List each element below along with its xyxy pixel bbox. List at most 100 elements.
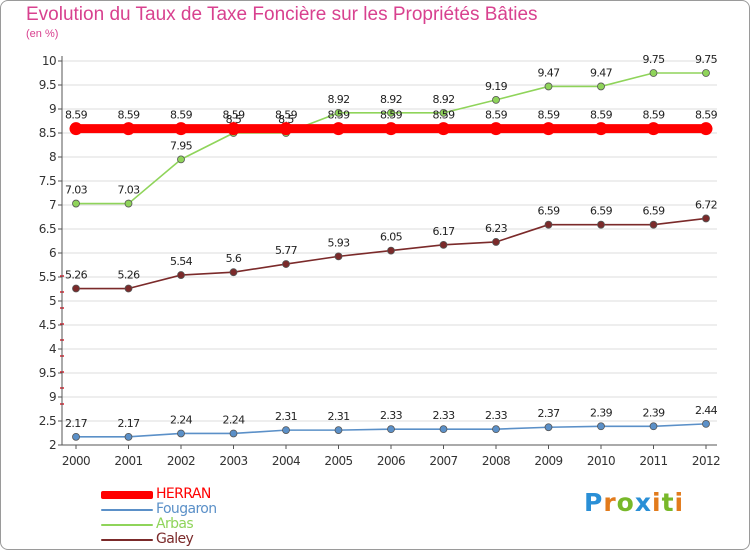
data-point-arbas: [544, 82, 553, 91]
y-tick-label: 6: [49, 246, 56, 260]
data-label-galey: 5.26: [65, 269, 88, 282]
logo-letter: i: [674, 488, 685, 517]
data-point-arbas: [439, 108, 448, 117]
x-tick-label: 2008: [482, 454, 510, 468]
x-tick-label: 2009: [534, 454, 562, 468]
data-label-fougaron: 2.31: [327, 410, 349, 423]
data-label-arbas: 9.47: [537, 66, 560, 79]
x-tick-label: 2003: [219, 454, 247, 468]
data-label-arbas: 9.47: [590, 66, 613, 79]
data-point-galey: [597, 220, 605, 229]
legend-swatch: [101, 491, 153, 499]
proxiti-logo: Proxiti: [584, 488, 684, 517]
data-label-fougaron: 2.33: [485, 409, 508, 422]
data-point-galey: [649, 220, 658, 229]
x-tick-label: 2001: [114, 454, 142, 468]
x-tick-label: 2012: [692, 454, 720, 468]
data-label-fougaron: 2.44: [695, 404, 718, 417]
data-point-herran: [699, 122, 713, 136]
data-point-fougaron: [439, 425, 448, 434]
data-point-fougaron: [229, 429, 238, 438]
data-label-fougaron: 2.24: [222, 413, 245, 426]
legend-label: Arbas: [156, 516, 194, 532]
data-label-herran: 8.59: [485, 109, 508, 122]
y-tick-label: 4: [49, 342, 56, 356]
logo-letter: P: [584, 488, 604, 517]
data-label-herran: 8.59: [117, 109, 140, 122]
data-label-herran: 8.59: [537, 109, 560, 122]
data-point-fougaron: [544, 423, 553, 432]
data-point-arbas: [72, 199, 80, 208]
x-tick-label: 2000: [62, 454, 90, 468]
data-label-herran: 8.59: [590, 109, 613, 122]
y-tick-label: 9: [49, 102, 56, 116]
legend-swatch: [101, 509, 153, 511]
data-point-herran: [332, 122, 345, 136]
data-point-arbas: [387, 108, 395, 117]
data-label-fougaron: 2.17: [117, 417, 140, 430]
y-tick-label: 5.5: [39, 270, 56, 284]
logo-letter: r: [603, 488, 617, 517]
data-point-herran: [437, 122, 450, 136]
data-point-galey: [282, 260, 290, 268]
y-tick-label: 7.5: [39, 174, 56, 188]
data-point-galey: [439, 240, 448, 249]
data-label-arbas: 8.92: [327, 93, 349, 106]
data-point-herran: [542, 122, 555, 136]
x-tick-label: 2011: [639, 454, 667, 468]
data-point-arbas: [334, 108, 343, 117]
x-tick-label: 2005: [324, 454, 352, 468]
data-point-galey: [544, 220, 553, 229]
data-label-herran: 8.59: [380, 109, 403, 122]
data-label-galey: 6.23: [485, 222, 508, 235]
data-point-fougaron: [177, 429, 185, 438]
data-point-fougaron: [492, 425, 500, 434]
data-label-galey: 5.77: [275, 244, 298, 257]
data-label-galey: 6.59: [537, 205, 560, 218]
data-label-herran: 8.59: [327, 109, 350, 122]
y-tick-label: 9.5: [39, 78, 56, 92]
chart-title: Evolution du Taux de Taxe Foncière sur l…: [26, 4, 538, 25]
data-point-arbas: [124, 199, 133, 208]
data-label-herran: 8.59: [275, 109, 298, 122]
data-point-fougaron: [702, 419, 710, 428]
data-point-arbas: [702, 69, 710, 77]
data-label-herran: 8.59: [642, 109, 665, 122]
data-label-galey: 6.72: [695, 198, 717, 211]
data-point-fougaron: [334, 426, 343, 435]
x-tick-label: 2006: [377, 454, 405, 468]
data-point-fougaron: [387, 425, 395, 434]
x-tick-label: 2002: [167, 454, 195, 468]
data-point-arbas: [597, 82, 605, 91]
data-label-galey: 5.6: [226, 252, 242, 265]
data-label-herran: 8.59: [222, 109, 245, 122]
x-tick-label: 2010: [587, 454, 615, 468]
data-label-galey: 6.59: [642, 205, 665, 218]
data-label-fougaron: 2.37: [537, 407, 560, 420]
data-point-herran: [489, 122, 503, 136]
y-tick-label: 7: [49, 198, 56, 212]
data-label-arbas: 7.03: [65, 184, 88, 197]
y-axis-unit: (en %): [26, 28, 59, 40]
data-label-galey: 5.93: [327, 236, 350, 249]
data-point-galey: [492, 238, 500, 246]
data-label-arbas: 8.5: [278, 113, 294, 126]
data-point-herran: [647, 122, 660, 136]
data-label-arbas: 9.75: [642, 53, 665, 66]
data-point-galey: [702, 214, 710, 223]
data-label-arbas: 8.5: [226, 113, 242, 126]
data-point-herran: [384, 122, 398, 136]
data-point-galey: [229, 268, 238, 277]
logo-letter: o: [616, 488, 635, 517]
data-label-fougaron: 2.17: [65, 417, 88, 430]
data-label-arbas: 8.92: [380, 93, 402, 106]
y-tick-label: 4.5: [39, 318, 56, 332]
x-tick-label: 2004: [272, 454, 300, 468]
data-label-arbas: 7.03: [117, 184, 140, 197]
logo-letter: x: [634, 488, 652, 517]
data-label-herran: 8.59: [170, 109, 193, 122]
data-label-herran: 8.59: [695, 109, 718, 122]
y-tick-label: 2.5: [39, 414, 56, 428]
data-label-galey: 6.59: [590, 205, 613, 218]
